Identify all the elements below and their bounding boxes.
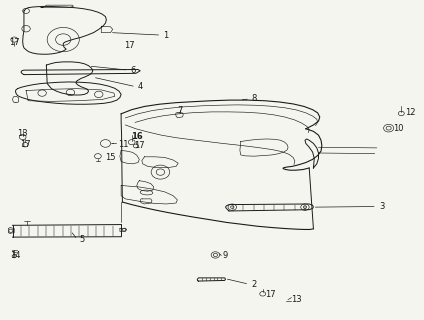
Circle shape [134,144,139,148]
Ellipse shape [140,190,153,195]
Circle shape [19,134,26,140]
Circle shape [213,253,218,257]
Circle shape [303,206,307,208]
Text: 10: 10 [393,124,403,133]
Circle shape [151,165,170,179]
Text: 9: 9 [223,251,228,260]
Circle shape [123,228,126,231]
Text: 6: 6 [130,66,135,75]
Circle shape [56,34,71,45]
Circle shape [11,37,18,42]
Text: 15: 15 [105,153,115,162]
Text: 5: 5 [79,235,84,244]
Circle shape [211,252,220,258]
Text: 14: 14 [10,251,20,260]
Circle shape [301,204,309,210]
Text: 7: 7 [177,106,183,115]
Circle shape [384,124,394,132]
Text: 17: 17 [265,290,276,299]
Text: 3: 3 [379,202,384,211]
Circle shape [228,204,237,210]
Circle shape [95,91,103,98]
Text: 16: 16 [131,132,142,141]
Circle shape [12,255,17,258]
Text: 12: 12 [405,108,416,117]
Text: 17: 17 [20,140,31,149]
Text: 11: 11 [118,140,128,149]
Text: 17: 17 [124,41,135,50]
Circle shape [399,111,404,116]
Circle shape [47,28,79,52]
Circle shape [95,154,101,159]
Text: 8: 8 [252,94,257,103]
Circle shape [128,140,135,145]
Circle shape [9,229,13,232]
Circle shape [22,26,30,32]
Circle shape [231,206,234,208]
Circle shape [100,140,111,147]
Text: 17: 17 [9,38,20,47]
Text: 2: 2 [251,280,257,289]
Circle shape [22,8,29,13]
Text: 13: 13 [17,129,28,138]
Text: 13: 13 [291,295,302,304]
Circle shape [260,292,266,296]
Circle shape [386,126,391,130]
Circle shape [66,89,75,96]
Circle shape [22,142,28,147]
Text: 4: 4 [138,82,143,91]
Circle shape [38,90,46,96]
Circle shape [156,169,165,175]
Text: 1: 1 [163,31,169,40]
Text: 17: 17 [134,141,145,150]
